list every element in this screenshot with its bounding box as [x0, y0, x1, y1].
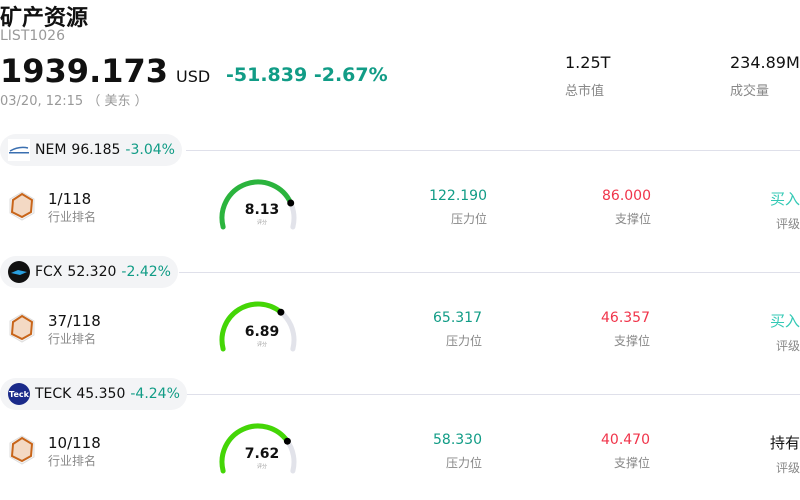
stock-price: 45.350 [76, 386, 126, 402]
teck-logo-icon: Teck [8, 383, 30, 405]
divider [179, 272, 800, 273]
industry-rank: 1/118 [48, 190, 92, 208]
pressure-label: 压力位 [445, 456, 482, 470]
market-cap-stat: 1.25T 总市值 [565, 53, 610, 99]
support-value: 40.470 [601, 432, 650, 448]
fcx-logo-icon [8, 261, 30, 283]
score-label: 评分 [257, 341, 267, 348]
change-percent: -2.67% [313, 64, 388, 86]
support-label: 支撑位 [613, 334, 650, 348]
gauge-marker [283, 437, 291, 445]
rating: 持有 评级 [770, 432, 800, 476]
rank-label: 行业排名 [48, 454, 97, 468]
score-value: 6.89 [245, 324, 280, 340]
stock-pill[interactable]: NEM 96.185 -3.04% [0, 134, 182, 166]
support-label: 支撑位 [613, 456, 650, 470]
volume-stat: 234.89M 成交量 [730, 53, 800, 99]
radar-hexagon-icon [9, 313, 35, 343]
radar-hexagon-icon [9, 435, 35, 465]
pressure-value: 65.317 [433, 310, 482, 326]
score-label: 评分 [257, 463, 267, 470]
industry-rank: 37/118 [48, 312, 101, 330]
ticker: TECK [35, 386, 72, 402]
industry-rank: 10/118 [48, 434, 101, 452]
score-label: 评分 [257, 219, 267, 226]
pressure-level: 65.317 压力位 [433, 310, 482, 349]
stock-pill[interactable]: Teck TECK 45.350 -4.24% [0, 378, 187, 410]
timestamp: 03/20, 12:15 （ 美东 ） [0, 94, 148, 109]
stock-pill[interactable]: FCX 52.320 -2.42% [0, 256, 178, 288]
volume-label: 成交量 [730, 84, 770, 99]
ticker: NEM [35, 142, 67, 158]
pressure-level: 122.190 压力位 [429, 188, 487, 227]
rank-label: 行业排名 [48, 332, 97, 346]
gauge-marker [287, 199, 295, 207]
stock-change: -4.24% [130, 386, 180, 402]
rating-value: 买入 [769, 312, 800, 330]
divider [187, 394, 800, 395]
pressure-label: 压力位 [450, 212, 487, 226]
divider [186, 150, 800, 151]
rating-value: 买入 [769, 190, 800, 208]
stock-price: 52.320 [67, 264, 117, 280]
gauge-marker [277, 308, 285, 316]
nem-logo-icon [8, 139, 30, 161]
pressure-value: 58.330 [433, 432, 482, 448]
gauge-fill [219, 179, 294, 230]
stock-block-nem: NEM 96.185 -3.04% 1/118 行业排名 8.13 评分 122.1… [0, 134, 800, 256]
support-label: 支撑位 [614, 212, 651, 226]
support-level: 40.470 支撑位 [601, 432, 650, 471]
gauge-fill [219, 301, 284, 352]
currency: USD [176, 67, 211, 86]
ticker: FCX [35, 264, 63, 280]
index-price: 1939.173 [0, 52, 169, 90]
page-title: 矿产资源 [0, 6, 89, 31]
stock-price: 96.185 [71, 142, 121, 158]
pressure-label: 压力位 [445, 334, 482, 348]
rank-label: 行业排名 [48, 210, 97, 224]
rating-label: 评级 [775, 217, 800, 231]
support-value: 46.357 [601, 310, 650, 326]
change-value: -51.839 [226, 64, 308, 86]
support-level: 86.000 支撑位 [602, 188, 651, 227]
market-cap-label: 总市值 [565, 84, 605, 99]
score-value: 8.13 [245, 202, 280, 218]
price-change: -51.839 -2.67% [226, 64, 388, 86]
support-value: 86.000 [602, 188, 651, 204]
stock-block-teck: Teck TECK 45.350 -4.24% 10/118 行业排名 7.62 评分… [0, 378, 800, 500]
radar-hexagon-icon [9, 191, 35, 221]
rating-label: 评级 [775, 461, 800, 475]
score-value: 7.62 [245, 446, 280, 462]
rating: 买入 评级 [770, 188, 800, 232]
list-code: LIST1026 [0, 28, 65, 44]
volume-value: 234.89M [730, 53, 800, 72]
stock-block-fcx: FCX 52.320 -2.42% 37/118 行业排名 6.89 评分 65.3… [0, 256, 800, 378]
rating-label: 评级 [775, 339, 800, 353]
score-gauge: 6.89 评分 [219, 301, 297, 352]
stock-change: -3.04% [125, 142, 175, 158]
score-gauge: 8.13 评分 [219, 179, 297, 230]
support-level: 46.357 支撑位 [601, 310, 650, 349]
market-cap-value: 1.25T [565, 53, 611, 72]
rating: 买入 评级 [770, 310, 800, 354]
rating-value: 持有 [769, 434, 800, 452]
score-gauge: 7.62 评分 [219, 423, 297, 474]
pressure-level: 58.330 压力位 [433, 432, 482, 471]
gauge-fill [219, 423, 290, 474]
stock-change: -2.42% [121, 264, 171, 280]
pressure-value: 122.190 [429, 188, 487, 204]
